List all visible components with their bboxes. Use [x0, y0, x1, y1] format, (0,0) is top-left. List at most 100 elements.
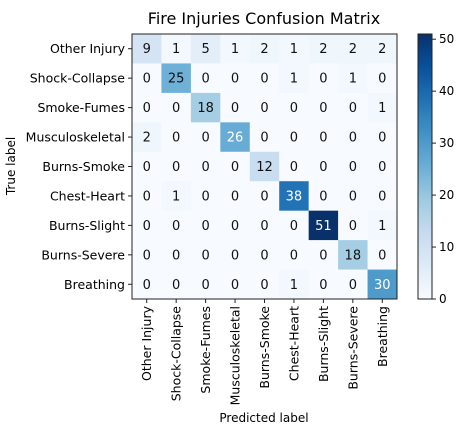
cell-value-label: 2	[378, 42, 386, 57]
heatmap-cell	[161, 151, 192, 182]
cell-value-label: 0	[201, 219, 209, 234]
colorbar-tick-label: 50	[439, 32, 454, 46]
heatmap-cell	[249, 92, 280, 123]
cell-value-label: 2	[319, 42, 327, 57]
heatmap-cell	[249, 151, 280, 182]
heatmap-cell	[161, 269, 192, 300]
cell-value-label: 0	[349, 189, 357, 204]
heatmap-cell	[220, 269, 251, 300]
heatmap-cell	[367, 34, 398, 64]
heatmap-cell	[249, 210, 280, 241]
x-tick-label: Musculoskeletal	[228, 306, 243, 405]
cell-value-label: 0	[319, 189, 327, 204]
cell-value-label: 0	[201, 278, 209, 293]
heatmap-cell	[190, 240, 221, 270]
colorbar-ticks: 0 10 20 30 40 50	[432, 32, 454, 306]
x-axis-ticks: Other Injury Shock-Collapse Smoke-Fumes Mus…	[139, 299, 390, 405]
heatmap-cell	[190, 63, 221, 94]
heatmap-cell	[308, 240, 339, 270]
y-axis-title: True label	[4, 137, 18, 196]
cell-value-label: 5	[201, 42, 209, 57]
cell-value-label: 0	[172, 160, 180, 175]
heatmap-cell	[132, 63, 162, 94]
colorbar-tick-label: 30	[439, 136, 454, 150]
cell-value-label: 0	[260, 278, 268, 293]
cell-value-label: 0	[290, 160, 298, 175]
cell-value-label: 0	[143, 219, 151, 234]
y-tick-label: Burns-Slight	[49, 218, 125, 233]
cell-value-label: 0	[260, 219, 268, 234]
heatmap-cell	[249, 181, 280, 211]
heatmap-cell	[220, 181, 251, 211]
cell-value-label: 26	[227, 131, 244, 146]
cell-value-label: 12	[256, 160, 273, 175]
chart-title: Fire Injuries Confusion Matrix	[148, 9, 380, 28]
x-tick-label: Chest-Heart	[286, 306, 301, 381]
heatmap-cell	[220, 240, 251, 270]
cell-value-label: 0	[201, 131, 209, 146]
cell-value-label: 0	[349, 160, 357, 175]
cell-value-label: 0	[172, 248, 180, 263]
heatmap-cell	[279, 63, 309, 94]
heatmap-cell	[220, 34, 251, 64]
colorbar-tick-label: 0	[439, 292, 447, 306]
heatmap-cell	[132, 34, 162, 64]
cell-value-label: 18	[345, 248, 362, 263]
cell-value-label: 0	[349, 278, 357, 293]
cell-value-label: 0	[349, 101, 357, 116]
heatmap-cell	[308, 269, 339, 300]
cell-value-label: 1	[378, 219, 386, 234]
cell-value-label: 0	[143, 72, 151, 87]
cell-value-label: 0	[290, 131, 298, 146]
cell-value-label: 0	[290, 248, 298, 263]
cell-value-label: 0	[319, 278, 327, 293]
heatmap-cell	[132, 151, 162, 182]
heatmap-cell	[367, 181, 398, 211]
cell-value-label: 2	[260, 42, 268, 57]
heatmap-cell	[220, 92, 251, 123]
cell-value-label: 0	[260, 72, 268, 87]
heatmap-cell	[220, 151, 251, 182]
heatmap-cell	[132, 210, 162, 241]
x-tick-label: Smoke-Fumes	[198, 306, 213, 394]
cell-value-label: 0	[172, 101, 180, 116]
heatmap-cell	[279, 240, 309, 270]
heatmap-cell	[161, 63, 192, 94]
cell-value-label: 0	[201, 248, 209, 263]
heatmap-cell	[308, 210, 339, 241]
cell-value-label: 1	[290, 278, 298, 293]
heatmap-cell	[190, 92, 221, 123]
cell-value-label: 0	[378, 72, 386, 87]
cell-value-label: 0	[231, 219, 239, 234]
heatmap-cell	[367, 269, 398, 300]
heatmap-cell	[338, 181, 368, 211]
heatmap-cell	[338, 122, 368, 153]
cell-value-label: 0	[378, 248, 386, 263]
colorbar-tick-label: 40	[439, 84, 454, 98]
cell-value-label: 0	[143, 278, 151, 293]
heatmap-cell	[367, 63, 398, 94]
heatmap-cell	[338, 92, 368, 123]
cell-value-label: 0	[378, 189, 386, 204]
heatmap-cell	[249, 63, 280, 94]
cell-value-label: 1	[290, 72, 298, 87]
cell-value-label: 0	[260, 248, 268, 263]
cell-value-label: 2	[143, 131, 151, 146]
y-tick-label: Musculoskeletal	[26, 130, 125, 145]
heatmap-cell	[338, 240, 368, 270]
cell-value-label: 0	[290, 219, 298, 234]
y-axis-ticks: Other Injury Shock-Collapse Smoke-Fumes Mus…	[26, 41, 132, 292]
heatmap-cell	[161, 122, 192, 153]
heatmap-cell	[338, 151, 368, 182]
heatmap-cell	[279, 34, 309, 64]
y-tick-label: Burns-Smoke	[42, 159, 125, 174]
heatmap-cell	[161, 34, 192, 64]
cell-value-label: 1	[172, 189, 180, 204]
heatmap-cell	[190, 210, 221, 241]
cell-value-label: 0	[201, 160, 209, 175]
cell-value-label: 0	[378, 160, 386, 175]
y-tick-label: Other Injury	[50, 41, 126, 56]
heatmap-cell	[338, 63, 368, 94]
cell-value-label: 0	[349, 131, 357, 146]
cell-value-label: 0	[349, 219, 357, 234]
